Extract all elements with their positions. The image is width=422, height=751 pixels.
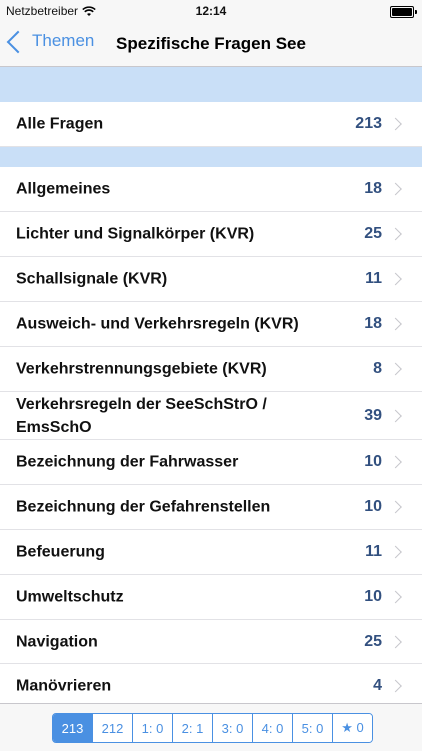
back-button[interactable]: Themen [6,30,95,54]
chevron-right-icon [389,545,402,559]
row-count: 4 [373,676,382,694]
row-label: Navigation [16,633,98,650]
status-time: 12:14 [195,4,227,18]
carrier-label: Netzbetreiber [6,4,79,18]
row-label: Allgemeines [16,180,111,198]
row-label: Ausweich- und Verkehrsregeln (KVR) [16,315,299,333]
all-questions-row[interactable]: Alle Fragen 213 [0,102,422,147]
row-label: Verkehrstrennungsgebiete (KVR) [16,360,267,378]
segment-level-5[interactable]: 5: 0 [293,714,333,742]
topic-row[interactable]: Befeuerung 11 [0,530,422,575]
topic-row[interactable]: Bezeichnung der Fahrwasser 10 [0,440,422,485]
row-count: 10 [364,588,382,605]
chevron-right-icon [389,409,402,422]
segment-unanswered[interactable]: 212 [93,714,133,742]
topic-row[interactable]: Navigation 25 [0,620,422,664]
topic-row[interactable]: Verkehrsregeln der SeeSchStrO / EmsSchO … [0,392,422,440]
battery-icon [390,6,417,18]
row-count: 25 [364,632,382,650]
row-count: 10 [364,453,382,470]
bottom-toolbar: 213 212 1: 0 2: 1 3: 0 4: 0 5: 0 ★ 0 [0,703,422,751]
topic-row[interactable]: Umweltschutz 10 [0,575,422,620]
back-button-label: Themen [32,31,95,50]
row-label: Verkehrsregeln der SeeSchStrO / EmsSchO [16,395,267,436]
row-label: Manövrieren [16,677,112,694]
chevron-right-icon [389,182,402,196]
row-label: Schallsignale (KVR) [16,270,168,288]
topic-row[interactable]: Bezeichnung der Gefahrenstellen 10 [0,485,422,530]
segment-level-1[interactable]: 1: 0 [133,714,173,742]
wifi-icon [82,5,96,16]
row-count: 11 [365,270,382,287]
row-count: 11 [365,543,382,560]
chevron-right-icon [389,362,402,376]
topic-row[interactable]: Schallsignale (KVR) 11 [0,257,422,302]
row-count: 10 [364,498,382,515]
chevron-right-icon [389,455,402,469]
section-header [0,67,422,102]
topic-row[interactable]: Ausweich- und Verkehrsregeln (KVR) 18 [0,302,422,347]
row-count: 213 [355,115,382,132]
chevron-right-icon [389,500,402,514]
chevron-right-icon [389,117,402,131]
segment-starred[interactable]: ★ 0 [333,714,372,742]
topic-row[interactable]: Allgemeines 18 [0,167,422,212]
filter-segmented-control: 213 212 1: 0 2: 1 3: 0 4: 0 5: 0 ★ 0 [52,713,373,743]
section-header [0,147,422,167]
chevron-right-icon [389,635,402,648]
chevron-right-icon [389,590,402,604]
segment-level-4[interactable]: 4: 0 [253,714,293,742]
row-count: 18 [364,315,382,332]
row-count: 25 [364,225,382,242]
status-bar: Netzbetreiber 12:14 [0,0,422,22]
segment-level-3[interactable]: 3: 0 [213,714,253,742]
row-label: Lichter und Signalkörper (KVR) [16,225,255,243]
row-label: Alle Fragen [16,115,104,133]
row-count: 39 [364,406,382,424]
chevron-right-icon [389,317,402,331]
segment-level-2[interactable]: 2: 1 [173,714,213,742]
topic-row[interactable]: Verkehrstrennungsgebiete (KVR) 8 [0,347,422,392]
topic-row[interactable]: Lichter und Signalkörper (KVR) 25 [0,212,422,257]
segment-all[interactable]: 213 [53,714,93,742]
row-count: 18 [364,180,382,197]
row-count: 8 [373,360,382,377]
chevron-right-icon [389,272,402,286]
chevron-right-icon [389,679,402,692]
page-title: Spezifische Fragen See [116,34,306,53]
row-label: Umweltschutz [16,588,124,606]
navigation-bar: Themen Spezifische Fragen See [0,22,422,67]
status-left: Netzbetreiber [6,4,96,18]
chevron-right-icon [389,227,402,241]
row-label: Bezeichnung der Fahrwasser [16,453,239,471]
row-label: Bezeichnung der Gefahrenstellen [16,498,271,516]
topic-row[interactable]: Manövrieren 4 [0,664,422,708]
row-label: Befeuerung [16,543,105,561]
